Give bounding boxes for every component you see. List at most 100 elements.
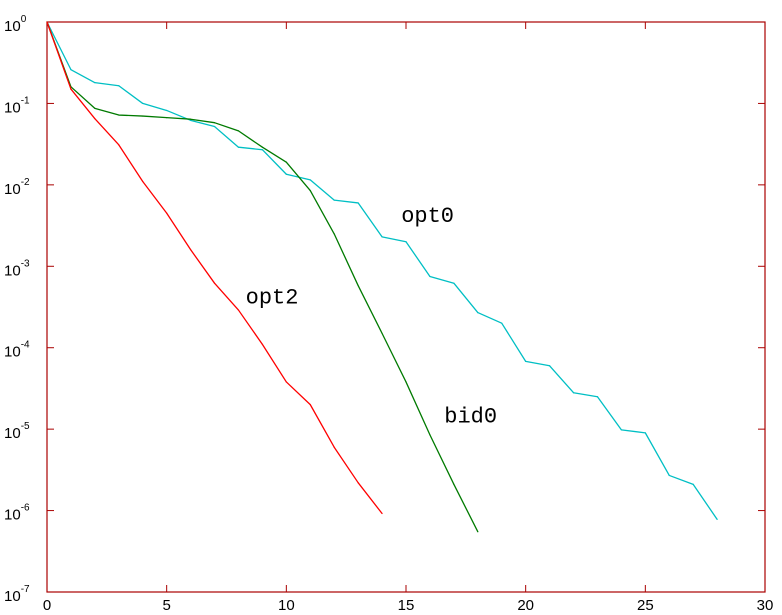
series-lines <box>46 21 718 533</box>
data-point-opt2 <box>46 21 48 23</box>
data-point-bid0 <box>477 531 479 533</box>
data-point-bid0 <box>213 122 216 124</box>
data-point-opt0 <box>668 474 670 477</box>
data-point-opt0 <box>501 322 503 324</box>
data-point-opt0 <box>261 149 263 151</box>
y-tick-exponent: -2 <box>21 177 30 188</box>
y-tick-exponent: -3 <box>21 258 30 269</box>
y-tick-base: 10 <box>4 344 21 361</box>
x-tick-label: 20 <box>517 597 534 614</box>
data-point-opt0 <box>549 365 551 367</box>
series-line-opt2 <box>46 21 383 514</box>
data-point-opt2 <box>94 118 96 120</box>
data-point-opt0 <box>309 179 311 181</box>
data-point-opt0 <box>213 125 216 128</box>
y-tick-exponent: -6 <box>21 503 30 514</box>
data-point-opt0 <box>285 173 287 175</box>
data-point-opt0 <box>94 82 96 84</box>
data-point-opt0 <box>142 102 144 105</box>
axis-ticks <box>46 21 766 593</box>
y-tick-base: 10 <box>4 99 21 116</box>
data-point-bid0 <box>166 116 168 119</box>
data-point-opt2 <box>381 512 383 515</box>
data-point-opt0 <box>357 202 359 204</box>
y-tick-label: 10-7 <box>4 584 30 605</box>
y-tick-base: 10 <box>4 262 21 279</box>
data-point-opt0 <box>70 69 72 71</box>
data-point-opt2 <box>142 180 144 183</box>
series-label-bid0: bid0 <box>444 405 497 430</box>
y-tick-base: 10 <box>4 181 21 198</box>
x-tick-label: 10 <box>278 597 295 614</box>
data-point-opt0 <box>716 518 718 520</box>
series-label-opt0: opt0 <box>401 204 454 229</box>
data-point-opt0 <box>620 429 623 431</box>
data-point-opt2 <box>70 88 72 90</box>
data-point-opt0 <box>333 199 335 201</box>
data-point-opt0 <box>118 85 120 87</box>
data-point-opt0 <box>596 396 599 398</box>
series-line-bid0 <box>46 21 479 533</box>
data-point-opt0 <box>453 282 455 284</box>
data-point-opt2 <box>333 446 335 448</box>
data-point-opt0 <box>525 360 527 362</box>
axis-tick-labels: 0 5 10 15 20 25 3010010-110-210-310-410-510-61… <box>4 14 773 614</box>
data-point-bid0 <box>94 107 96 109</box>
data-point-opt0 <box>237 146 240 148</box>
data-point-bid0 <box>142 115 144 117</box>
data-point-bid0 <box>237 130 240 132</box>
x-tick-label: 15 <box>398 597 415 614</box>
data-point-opt2 <box>285 381 287 383</box>
data-point-opt2 <box>237 309 240 311</box>
data-point-bid0 <box>333 233 335 235</box>
data-point-opt2 <box>357 482 359 484</box>
y-tick-label: 10-4 <box>4 340 30 361</box>
y-tick-exponent: -5 <box>21 421 30 432</box>
data-point-opt0 <box>477 311 479 314</box>
y-tick-label: 10-1 <box>4 95 30 116</box>
y-tick-exponent: -4 <box>21 340 30 351</box>
y-tick-exponent: 0 <box>21 14 27 25</box>
y-tick-exponent: -7 <box>21 584 30 595</box>
data-point-opt0 <box>405 241 407 243</box>
x-tick-label: 30 <box>757 597 774 614</box>
data-point-bid0 <box>118 114 120 116</box>
data-point-opt0 <box>190 119 192 121</box>
data-point-bid0 <box>261 146 263 148</box>
series-annotations: opt0 opt2 bid0 <box>246 204 497 430</box>
y-tick-label: 10-2 <box>4 177 30 198</box>
y-tick-base: 10 <box>4 507 21 524</box>
x-tick-label: 5 <box>162 597 170 614</box>
x-tick-label: 0 <box>43 597 51 614</box>
data-point-bid0 <box>381 332 383 334</box>
data-point-bid0 <box>429 434 431 436</box>
data-point-bid0 <box>285 161 287 163</box>
x-tick-label: 25 <box>637 597 654 614</box>
series-label-opt2: opt2 <box>246 285 299 310</box>
y-tick-base: 10 <box>4 588 21 605</box>
y-tick-base: 10 <box>4 18 21 35</box>
data-point-opt0 <box>381 236 383 238</box>
y-tick-label: 10-3 <box>4 258 30 279</box>
y-tick-label: 10-6 <box>4 503 30 524</box>
data-point-bid0 <box>453 483 455 485</box>
data-point-bid0 <box>190 118 192 120</box>
data-point-opt2 <box>166 212 168 214</box>
data-point-bid0 <box>405 381 407 383</box>
y-tick-label: 100 <box>4 14 27 35</box>
data-point-opt0 <box>429 275 431 278</box>
data-point-opt2 <box>190 249 192 251</box>
data-point-opt0 <box>572 392 575 394</box>
data-point-bid0 <box>357 284 359 287</box>
data-point-opt0 <box>644 432 646 434</box>
data-point-opt0 <box>166 109 168 112</box>
data-point-opt2 <box>213 282 216 284</box>
data-point-opt2 <box>309 404 311 406</box>
data-point-bid0 <box>309 190 311 192</box>
y-tick-base: 10 <box>4 425 21 442</box>
data-point-opt2 <box>261 343 263 345</box>
y-tick-exponent: -1 <box>21 95 30 106</box>
series-line-opt0 <box>46 21 718 520</box>
data-point-opt0 <box>692 483 694 485</box>
